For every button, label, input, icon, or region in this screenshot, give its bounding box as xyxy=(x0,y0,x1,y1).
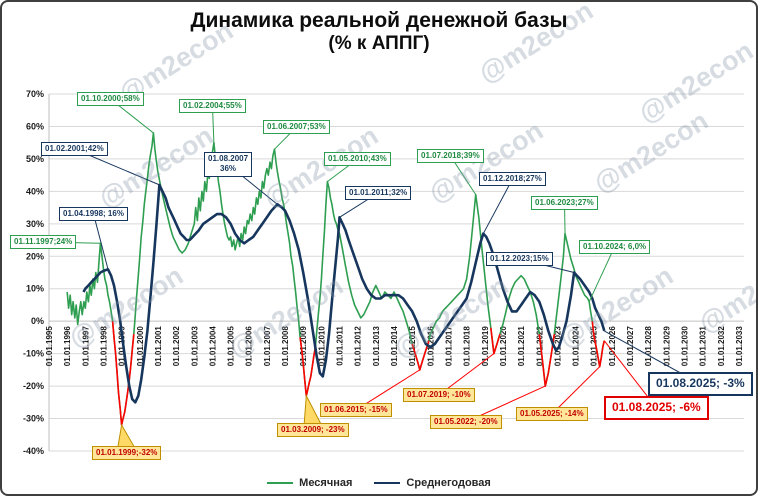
svg-text:01.01.2002: 01.01.2002 xyxy=(172,326,181,367)
annotation-leader xyxy=(339,192,379,218)
annotation-leader xyxy=(465,385,546,423)
gridlines xyxy=(48,93,744,452)
annotation-leader xyxy=(42,241,101,244)
svg-text:01.01.2010: 01.01.2010 xyxy=(317,326,326,367)
annual-series-line xyxy=(82,183,606,404)
legend-item: Месячная xyxy=(267,477,352,489)
legend-line-swatch xyxy=(374,482,401,484)
legend-line-swatch xyxy=(267,482,294,484)
svg-text:01.01.2021: 01.01.2021 xyxy=(517,326,526,367)
svg-text:01.01.2008: 01.01.2008 xyxy=(281,326,290,367)
chart-legend: Месячная Среднегодовая xyxy=(2,477,756,489)
annotation-leader xyxy=(227,164,278,205)
svg-text:01.01.2013: 01.01.2013 xyxy=(372,326,381,367)
svg-text:01.01.1998: 01.01.1998 xyxy=(99,326,108,367)
svg-text:01.01.2022: 01.01.2022 xyxy=(535,326,544,367)
svg-text:01.01.2033: 01.01.2033 xyxy=(735,326,744,367)
svg-text:01.01.2004: 01.01.2004 xyxy=(208,326,217,367)
svg-text:-40%: -40% xyxy=(23,446,44,456)
annotation-leader xyxy=(74,148,160,186)
svg-text:01.01.2003: 01.01.2003 xyxy=(190,326,199,367)
legend-item: Среднегодовая xyxy=(374,477,491,489)
chart-subtitle: (% к АППГ) xyxy=(328,33,430,55)
svg-text:-20%: -20% xyxy=(23,381,44,391)
svg-text:60%: 60% xyxy=(26,121,44,131)
svg-text:70%: 70% xyxy=(26,89,44,99)
svg-text:01.01.2030: 01.01.2030 xyxy=(681,326,690,367)
svg-text:01.01.2011: 01.01.2011 xyxy=(336,326,345,366)
annotation-leaders xyxy=(42,98,701,450)
svg-text:01.01.2009: 01.01.2009 xyxy=(299,326,308,367)
svg-text:01.01.2012: 01.01.2012 xyxy=(354,326,363,367)
legend-label: Месячная xyxy=(299,477,353,489)
svg-text:-10%: -10% xyxy=(23,349,44,359)
svg-text:01.01.2017: 01.01.2017 xyxy=(444,326,453,367)
svg-text:01.01.2006: 01.01.2006 xyxy=(245,326,254,367)
annotation-leader xyxy=(588,246,615,302)
callout-pointer xyxy=(303,394,323,427)
svg-text:01.01.2014: 01.01.2014 xyxy=(390,326,399,367)
svg-text:40%: 40% xyxy=(26,186,44,196)
annotation-leader xyxy=(564,202,566,234)
negative-segment-line xyxy=(490,327,501,355)
svg-text:01.01.2026: 01.01.2026 xyxy=(608,326,617,367)
svg-text:50%: 50% xyxy=(26,154,44,164)
annotation-leader xyxy=(327,158,358,183)
svg-text:01.01.2000: 01.01.2000 xyxy=(136,326,145,367)
svg-text:20%: 20% xyxy=(26,251,44,261)
svg-text:-30%: -30% xyxy=(23,414,44,424)
annotation-leader xyxy=(551,366,601,415)
svg-text:01.01.2018: 01.01.2018 xyxy=(463,326,472,367)
svg-text:01.01.2024: 01.01.2024 xyxy=(572,326,581,367)
svg-text:01.01.2005: 01.01.2005 xyxy=(227,326,236,367)
svg-text:0%: 0% xyxy=(31,316,44,326)
svg-text:01.01.2025: 01.01.2025 xyxy=(590,326,599,367)
annotation-leader xyxy=(93,213,109,270)
legend-label: Среднегодовая xyxy=(406,477,491,489)
svg-text:01.01.1996: 01.01.1996 xyxy=(63,326,72,367)
svg-text:01.01.2007: 01.01.2007 xyxy=(263,326,272,367)
svg-text:01.01.1997: 01.01.1997 xyxy=(81,326,90,367)
annotation-leader xyxy=(450,155,477,195)
annotation-leader xyxy=(110,98,154,134)
svg-text:01.01.2028: 01.01.2028 xyxy=(644,326,653,367)
svg-text:10%: 10% xyxy=(26,284,44,294)
annotation-leader xyxy=(482,178,513,234)
svg-text:30%: 30% xyxy=(26,219,44,229)
y-axis-labels: 70% 60% 50% 40% 30% 20% 10% 0% -10% -20% -30% -40% xyxy=(23,89,44,456)
svg-text:01.01.2031: 01.01.2031 xyxy=(699,326,708,367)
negative-segment-line xyxy=(111,321,135,426)
svg-text:01.01.2001: 01.01.2001 xyxy=(154,326,163,367)
annotation-leader xyxy=(212,105,215,143)
chart-title: Динамика реальной денежной базы xyxy=(190,9,568,32)
negative-segment-line xyxy=(538,334,556,387)
svg-text:01.01.2020: 01.01.2020 xyxy=(499,326,508,367)
svg-text:01.01.2032: 01.01.2032 xyxy=(717,326,726,367)
x-axis-labels: 01.01.1995 01.01.1996 01.01.1997 01.01.1998… xyxy=(45,326,744,367)
annotation-leader xyxy=(519,258,575,273)
negative-segment-line xyxy=(299,337,317,397)
svg-text:01.01.1995: 01.01.1995 xyxy=(45,326,54,367)
chart-title-block: Динамика реальной денежной базы (% к АПП… xyxy=(2,8,756,56)
callout-pointer xyxy=(116,423,137,450)
annotation-leader xyxy=(274,126,297,150)
monthly-series-line xyxy=(66,132,606,426)
svg-text:01.01.2019: 01.01.2019 xyxy=(481,326,490,367)
annotation-leader xyxy=(355,369,421,411)
svg-text:01.01.2029: 01.01.2029 xyxy=(662,326,671,367)
